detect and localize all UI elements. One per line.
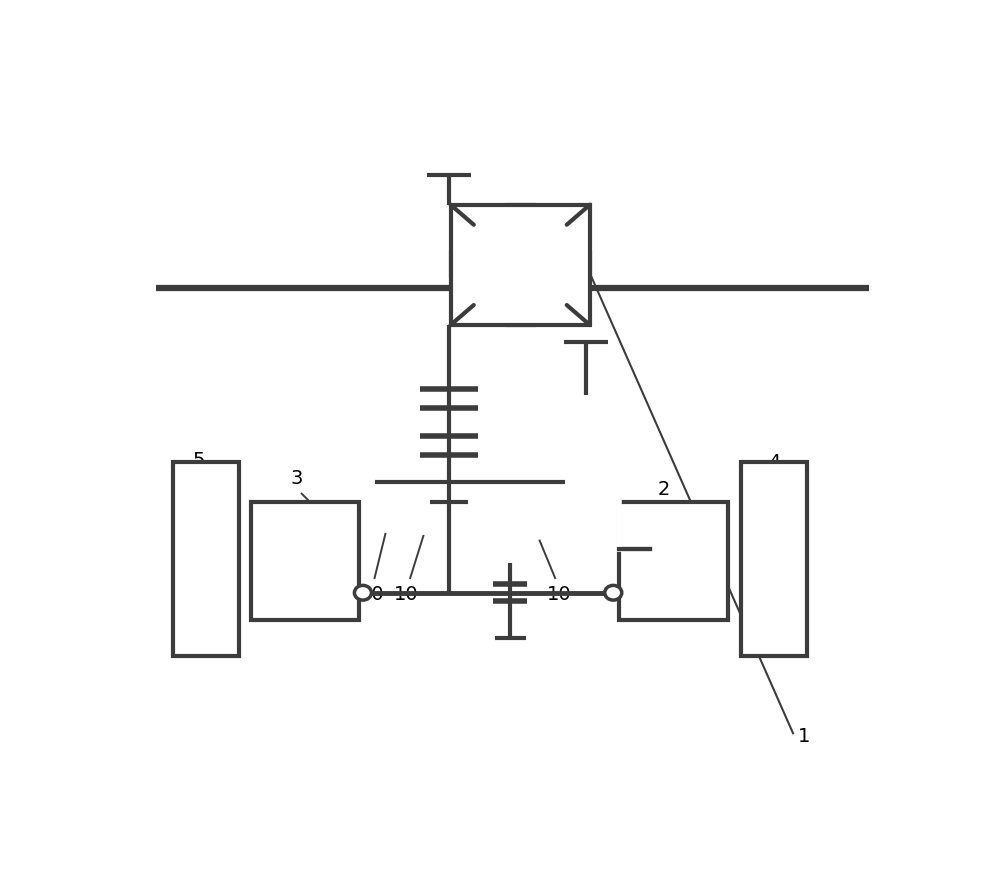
Text: 10: 10 [394,585,419,604]
Bar [451,204,590,325]
Text: 2: 2 [657,480,670,499]
Text: 30: 30 [359,585,384,604]
Text: 4: 4 [768,454,781,473]
Circle shape [354,586,371,600]
Circle shape [605,586,622,600]
Bar [741,462,807,656]
Text: 5: 5 [192,451,205,470]
Text: 10: 10 [547,585,571,604]
Text: 3: 3 [291,469,303,488]
Text: 1: 1 [798,727,810,746]
Bar [619,502,728,620]
Bar [173,462,239,656]
Bar [251,502,359,620]
Text: 20: 20 [616,585,641,604]
